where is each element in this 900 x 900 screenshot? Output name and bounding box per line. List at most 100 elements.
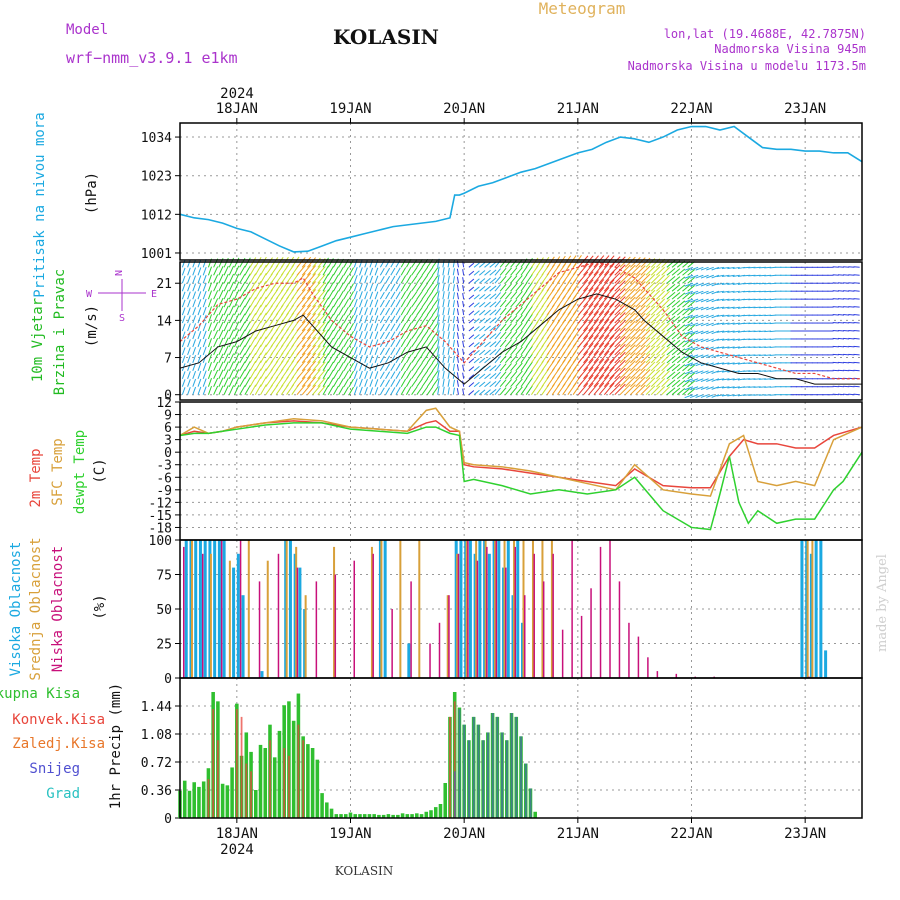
high_cloud-bar	[203, 540, 207, 678]
wind-arrow	[661, 346, 670, 356]
wind-arrow	[666, 379, 676, 388]
wind-arrow	[207, 282, 213, 292]
wind-arrow	[479, 341, 486, 348]
wind-arrow	[187, 275, 191, 284]
wind-arrow	[721, 290, 730, 293]
wind-arrow	[301, 336, 312, 348]
wind-arrow	[732, 282, 740, 285]
wind-arrow	[395, 347, 401, 356]
wind-arrow	[187, 339, 191, 348]
wind-arrow	[494, 355, 501, 364]
wind-arrow	[700, 282, 709, 287]
total-precip-bar	[381, 814, 386, 818]
wind-arrow	[494, 308, 501, 316]
wind-arrow	[301, 280, 312, 292]
wind-arrow	[630, 272, 641, 284]
wind-arrow	[359, 338, 363, 348]
wind-arrow	[312, 273, 321, 284]
wind-arrow	[489, 285, 497, 292]
wind-arrow	[364, 363, 368, 371]
wind-arrow	[348, 370, 354, 380]
wind-arrow	[317, 289, 326, 300]
wind-arrow	[437, 386, 440, 395]
wind-arrow	[700, 370, 709, 375]
wind-arrow	[296, 304, 306, 316]
wind-arrow	[700, 322, 709, 327]
wind-arrow	[671, 363, 681, 372]
wind-arrow	[369, 347, 374, 356]
wind-arrow	[411, 275, 418, 284]
wind-arrow	[832, 322, 839, 324]
wind-arrow	[588, 382, 599, 396]
wind-arrow	[437, 282, 440, 292]
wind-arrow	[716, 370, 725, 373]
wind-arrow	[379, 379, 385, 387]
wind-arrow	[447, 363, 450, 371]
wind-arrow	[690, 290, 699, 295]
wind-arrow	[218, 289, 224, 300]
wind-arrow	[239, 273, 246, 284]
wind-arrow	[260, 328, 267, 340]
wind-arrow	[218, 353, 224, 364]
wind-arrow	[843, 385, 850, 388]
wind-arrow	[192, 315, 197, 324]
wind-arrow	[181, 347, 186, 356]
wind-arrow	[489, 349, 497, 356]
wind-arrow	[228, 313, 235, 324]
low_cloud-bar	[647, 657, 649, 678]
wind-arrow	[732, 346, 740, 349]
snow-bar	[505, 740, 508, 818]
total-precip-bar	[320, 793, 324, 818]
wind-arrow	[395, 362, 401, 372]
low_cloud-bar	[524, 595, 526, 678]
wind-arrow	[588, 326, 599, 340]
wind-arrow	[369, 339, 374, 348]
wind-arrow	[671, 268, 681, 276]
wind-arrow	[338, 282, 344, 292]
wind-arrow	[635, 313, 646, 324]
wind-arrow	[593, 295, 605, 308]
wind-arrow	[462, 364, 465, 371]
wind-arrow	[848, 353, 855, 356]
wind-arrow	[619, 312, 631, 324]
total-precip-bar	[334, 814, 339, 818]
wind-arrow	[421, 322, 429, 332]
wind-arrow	[479, 309, 486, 316]
wind-arrow	[684, 314, 694, 319]
high_cloud-bar	[800, 540, 804, 678]
wind-arrow	[197, 354, 202, 364]
wind-arrow	[411, 306, 418, 316]
pressure-ytick-label: 1012	[141, 208, 172, 223]
wind-arrow	[484, 301, 491, 308]
wind-arrow	[437, 290, 440, 300]
bottom-day-label: 22JAN	[670, 826, 712, 842]
low_cloud-bar	[618, 581, 621, 678]
wind-arrow	[421, 378, 429, 388]
wind-arrow	[732, 378, 740, 381]
wind-arrow	[473, 302, 480, 308]
wind-arrow	[661, 354, 670, 364]
wind-arrow	[437, 370, 440, 379]
wind-arrow	[447, 331, 450, 340]
low_cloud-bar	[514, 546, 517, 678]
wind-arrow	[614, 280, 626, 292]
wind-arrow	[223, 361, 229, 372]
wind-arrow	[452, 308, 455, 316]
station-title: KOLASIN	[333, 25, 439, 49]
wind-arrow	[364, 355, 368, 364]
wind-arrow	[364, 379, 368, 387]
wind-arrow	[327, 353, 334, 364]
wind-arrow	[364, 347, 368, 356]
wind-arrow	[364, 339, 368, 348]
wind-arrow	[322, 289, 329, 300]
wind-arrow	[687, 284, 695, 292]
wind-arrow	[499, 275, 507, 284]
wind-arrow	[630, 360, 641, 372]
wind-arrow	[395, 283, 401, 292]
wind-arrow	[706, 354, 714, 359]
total-precip-bar	[329, 808, 334, 818]
wind-arrow	[234, 329, 240, 340]
wind-arrow	[510, 386, 518, 396]
wind-arrow	[207, 274, 213, 284]
wind-arrow	[671, 276, 681, 284]
